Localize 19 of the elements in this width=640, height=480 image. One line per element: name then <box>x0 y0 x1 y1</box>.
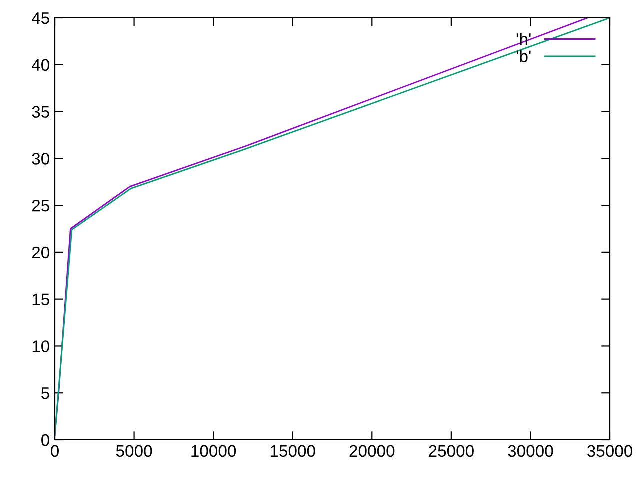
legend-label: 'b' <box>516 50 531 62</box>
y-tick-label: 30 <box>32 153 50 165</box>
x-tick-label: 10000 <box>192 445 236 458</box>
x-tick-label: 20000 <box>350 445 395 458</box>
x-tick-label: 35000 <box>587 445 633 458</box>
y-tick-label: 5 <box>42 388 50 400</box>
x-tick-label: 15000 <box>270 445 316 458</box>
y-tick-label: 0 <box>42 434 50 446</box>
x-tick-label: 30000 <box>508 445 554 458</box>
y-tick-label: 15 <box>32 294 50 306</box>
x-tick-label: 25000 <box>429 445 474 458</box>
x-tick-label: 5000 <box>116 445 152 458</box>
y-tick-label: 10 <box>32 340 50 352</box>
y-tick-label: 40 <box>32 59 50 72</box>
x-tick-label: 0 <box>51 445 59 458</box>
y-tick-label: 20 <box>32 246 50 259</box>
y-tick-label: 45 <box>32 12 50 24</box>
y-tick-label: 35 <box>32 106 50 118</box>
y-tick-label: 25 <box>32 200 50 212</box>
